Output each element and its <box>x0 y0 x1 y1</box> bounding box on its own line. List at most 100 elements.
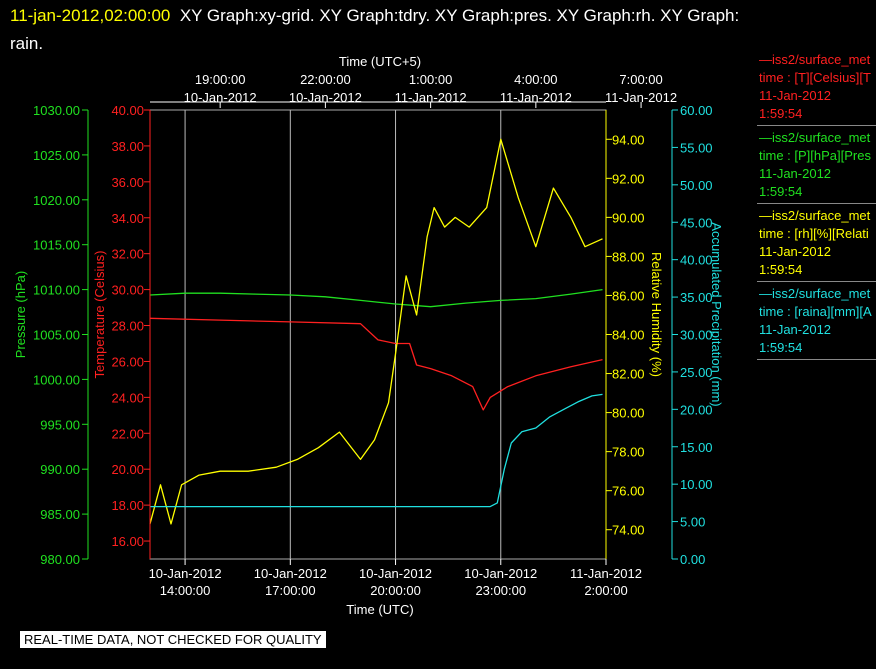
pres-tick-label: 980.00 <box>40 552 80 567</box>
temp-tick-label: 22.00 <box>111 426 144 441</box>
legend-line3: 11-Jan-2012 <box>759 322 832 337</box>
pres-tick-label: 1020.00 <box>33 193 80 208</box>
legend-line4: 1:59:54 <box>759 262 803 277</box>
rh-tick-label: 84.00 <box>612 328 645 343</box>
title-line2: rain. <box>10 34 44 53</box>
bottom-tick-label: 23:00:00 <box>475 583 526 598</box>
rain-tick-label: 55.00 <box>680 140 713 155</box>
bottom-tick-label: 10-Jan-2012 <box>359 566 432 581</box>
rh-tick-label: 92.00 <box>612 171 645 186</box>
rh-tick-label: 74.00 <box>612 523 645 538</box>
bottom-axis-title: Time (UTC) <box>346 602 413 617</box>
legend-line2: time : [raina][mm][A <box>759 304 872 319</box>
bottom-tick-label: 10-Jan-2012 <box>464 566 537 581</box>
title-graphs: XY Graph:xy-grid. XY Graph:tdry. XY Grap… <box>179 6 740 25</box>
bottom-tick-label: 10-Jan-2012 <box>254 566 327 581</box>
rain-axis-title: Accumulated Precipitation (mm) <box>709 222 724 406</box>
legend-line2: time : [T][Celsius][T <box>759 70 871 85</box>
rain-tick-label: 10.00 <box>680 477 713 492</box>
rh-tick-label: 78.00 <box>612 445 645 460</box>
rain-tick-label: 25.00 <box>680 365 713 380</box>
legend-item: —iss2/surface_met time : [P][hPa][Pres 11-… <box>757 128 876 204</box>
bottom-tick-label: 17:00:00 <box>265 583 316 598</box>
pres-tick-label: 1010.00 <box>33 283 80 298</box>
rh-series-line <box>149 138 603 525</box>
rh-tick-label: 76.00 <box>612 484 645 499</box>
rain-tick-label: 20.00 <box>680 402 713 417</box>
plot-frame <box>149 109 607 560</box>
temp-tick-label: 40.00 <box>111 103 144 118</box>
bottom-tick-label: 10-Jan-2012 <box>149 566 222 581</box>
legend-line3: 11-Jan-2012 <box>759 244 832 259</box>
pres-axis-title: Pressure (hPa) <box>13 271 28 358</box>
temp-tick-label: 32.00 <box>111 247 144 262</box>
legend-line3: 11-Jan-2012 <box>759 88 832 103</box>
top-tick-label: 10-Jan-2012 <box>289 90 362 105</box>
top-tick-label: 11-Jan-2012 <box>500 90 572 105</box>
legend-line4: 1:59:54 <box>759 340 803 355</box>
rain-tick-label: 30.00 <box>680 328 713 343</box>
top-axis-title: Time (UTC+5) <box>339 54 421 69</box>
pres-tick-label: 995.00 <box>40 417 80 432</box>
rh-tick-label: 88.00 <box>612 249 645 264</box>
temp-tick-label: 18.00 <box>111 498 144 513</box>
pres-series-line <box>149 288 603 308</box>
top-tick-label: 4:00:00 <box>514 72 557 87</box>
legend-line4: 1:59:54 <box>759 184 803 199</box>
pres-tick-label: 1000.00 <box>33 372 80 387</box>
legend-line4: 1:59:54 <box>759 106 803 121</box>
top-tick-label: 11-Jan-2012 <box>605 90 677 105</box>
pres-tick-label: 1005.00 <box>33 328 80 343</box>
rain-tick-label: 50.00 <box>680 178 713 193</box>
top-tick-label: 19:00:00 <box>195 72 246 87</box>
rh-tick-label: 86.00 <box>612 288 645 303</box>
rain-tick-label: 0.00 <box>680 552 705 567</box>
bottom-tick-label: 20:00:00 <box>370 583 421 598</box>
temp-tick-label: 20.00 <box>111 462 144 477</box>
pres-tick-label: 1025.00 <box>33 148 80 163</box>
temp-tick-label: 34.00 <box>111 211 144 226</box>
plot-area <box>149 109 607 560</box>
temp-series-line <box>149 317 603 411</box>
temp-tick-label: 30.00 <box>111 283 144 298</box>
rh-tick-label: 94.00 <box>612 132 645 147</box>
legend-line2: time : [P][hPa][Pres <box>759 148 871 163</box>
legend-line1: —iss2/surface_met <box>759 130 871 145</box>
rain-tick-label: 15.00 <box>680 440 713 455</box>
rain-tick-label: 40.00 <box>680 253 713 268</box>
pres-tick-label: 990.00 <box>40 462 80 477</box>
series-lines <box>149 138 603 525</box>
temp-tick-label: 38.00 <box>111 139 144 154</box>
rain-tick-label: 60.00 <box>680 103 713 118</box>
legend-line2: time : [rh][%][Relati <box>759 226 869 241</box>
rain-tick-label: 35.00 <box>680 290 713 305</box>
rain-series-line <box>150 393 603 508</box>
temp-tick-label: 16.00 <box>111 534 144 549</box>
rain-tick-label: 5.00 <box>680 515 705 530</box>
top-tick-label: 7:00:00 <box>619 72 662 87</box>
pres-tick-label: 1030.00 <box>33 103 80 118</box>
top-tick-label: 11-Jan-2012 <box>395 90 467 105</box>
rh-tick-label: 80.00 <box>612 406 645 421</box>
legend-line1: —iss2/surface_met <box>759 52 871 67</box>
temp-tick-label: 36.00 <box>111 175 144 190</box>
bottom-tick-label: 11-Jan-2012 <box>570 566 642 581</box>
pres-tick-label: 1015.00 <box>33 238 80 253</box>
qc-notice: REAL-TIME DATA, NOT CHECKED FOR QUALITY <box>20 631 326 648</box>
grid-lines <box>184 110 607 559</box>
bottom-tick-label: 2:00:00 <box>584 583 627 598</box>
legend-line1: —iss2/surface_met <box>759 208 871 223</box>
top-tick-label: 10-Jan-2012 <box>184 90 257 105</box>
temp-axis-title: Temperature (Celsius) <box>92 251 107 379</box>
temp-tick-label: 24.00 <box>111 390 144 405</box>
title-timestamp: 11-jan-2012,02:00:00 <box>10 6 171 25</box>
pres-tick-label: 985.00 <box>40 507 80 522</box>
legend: —iss2/surface_met time : [T][Celsius][T 11… <box>757 50 876 362</box>
rh-tick-label: 82.00 <box>612 367 645 382</box>
axes: 10-Jan-2012 14:00:00 10-Jan-2012 17:00:00 10… <box>13 54 724 617</box>
legend-line1: —iss2/surface_met <box>759 286 871 301</box>
top-tick-label: 22:00:00 <box>300 72 351 87</box>
